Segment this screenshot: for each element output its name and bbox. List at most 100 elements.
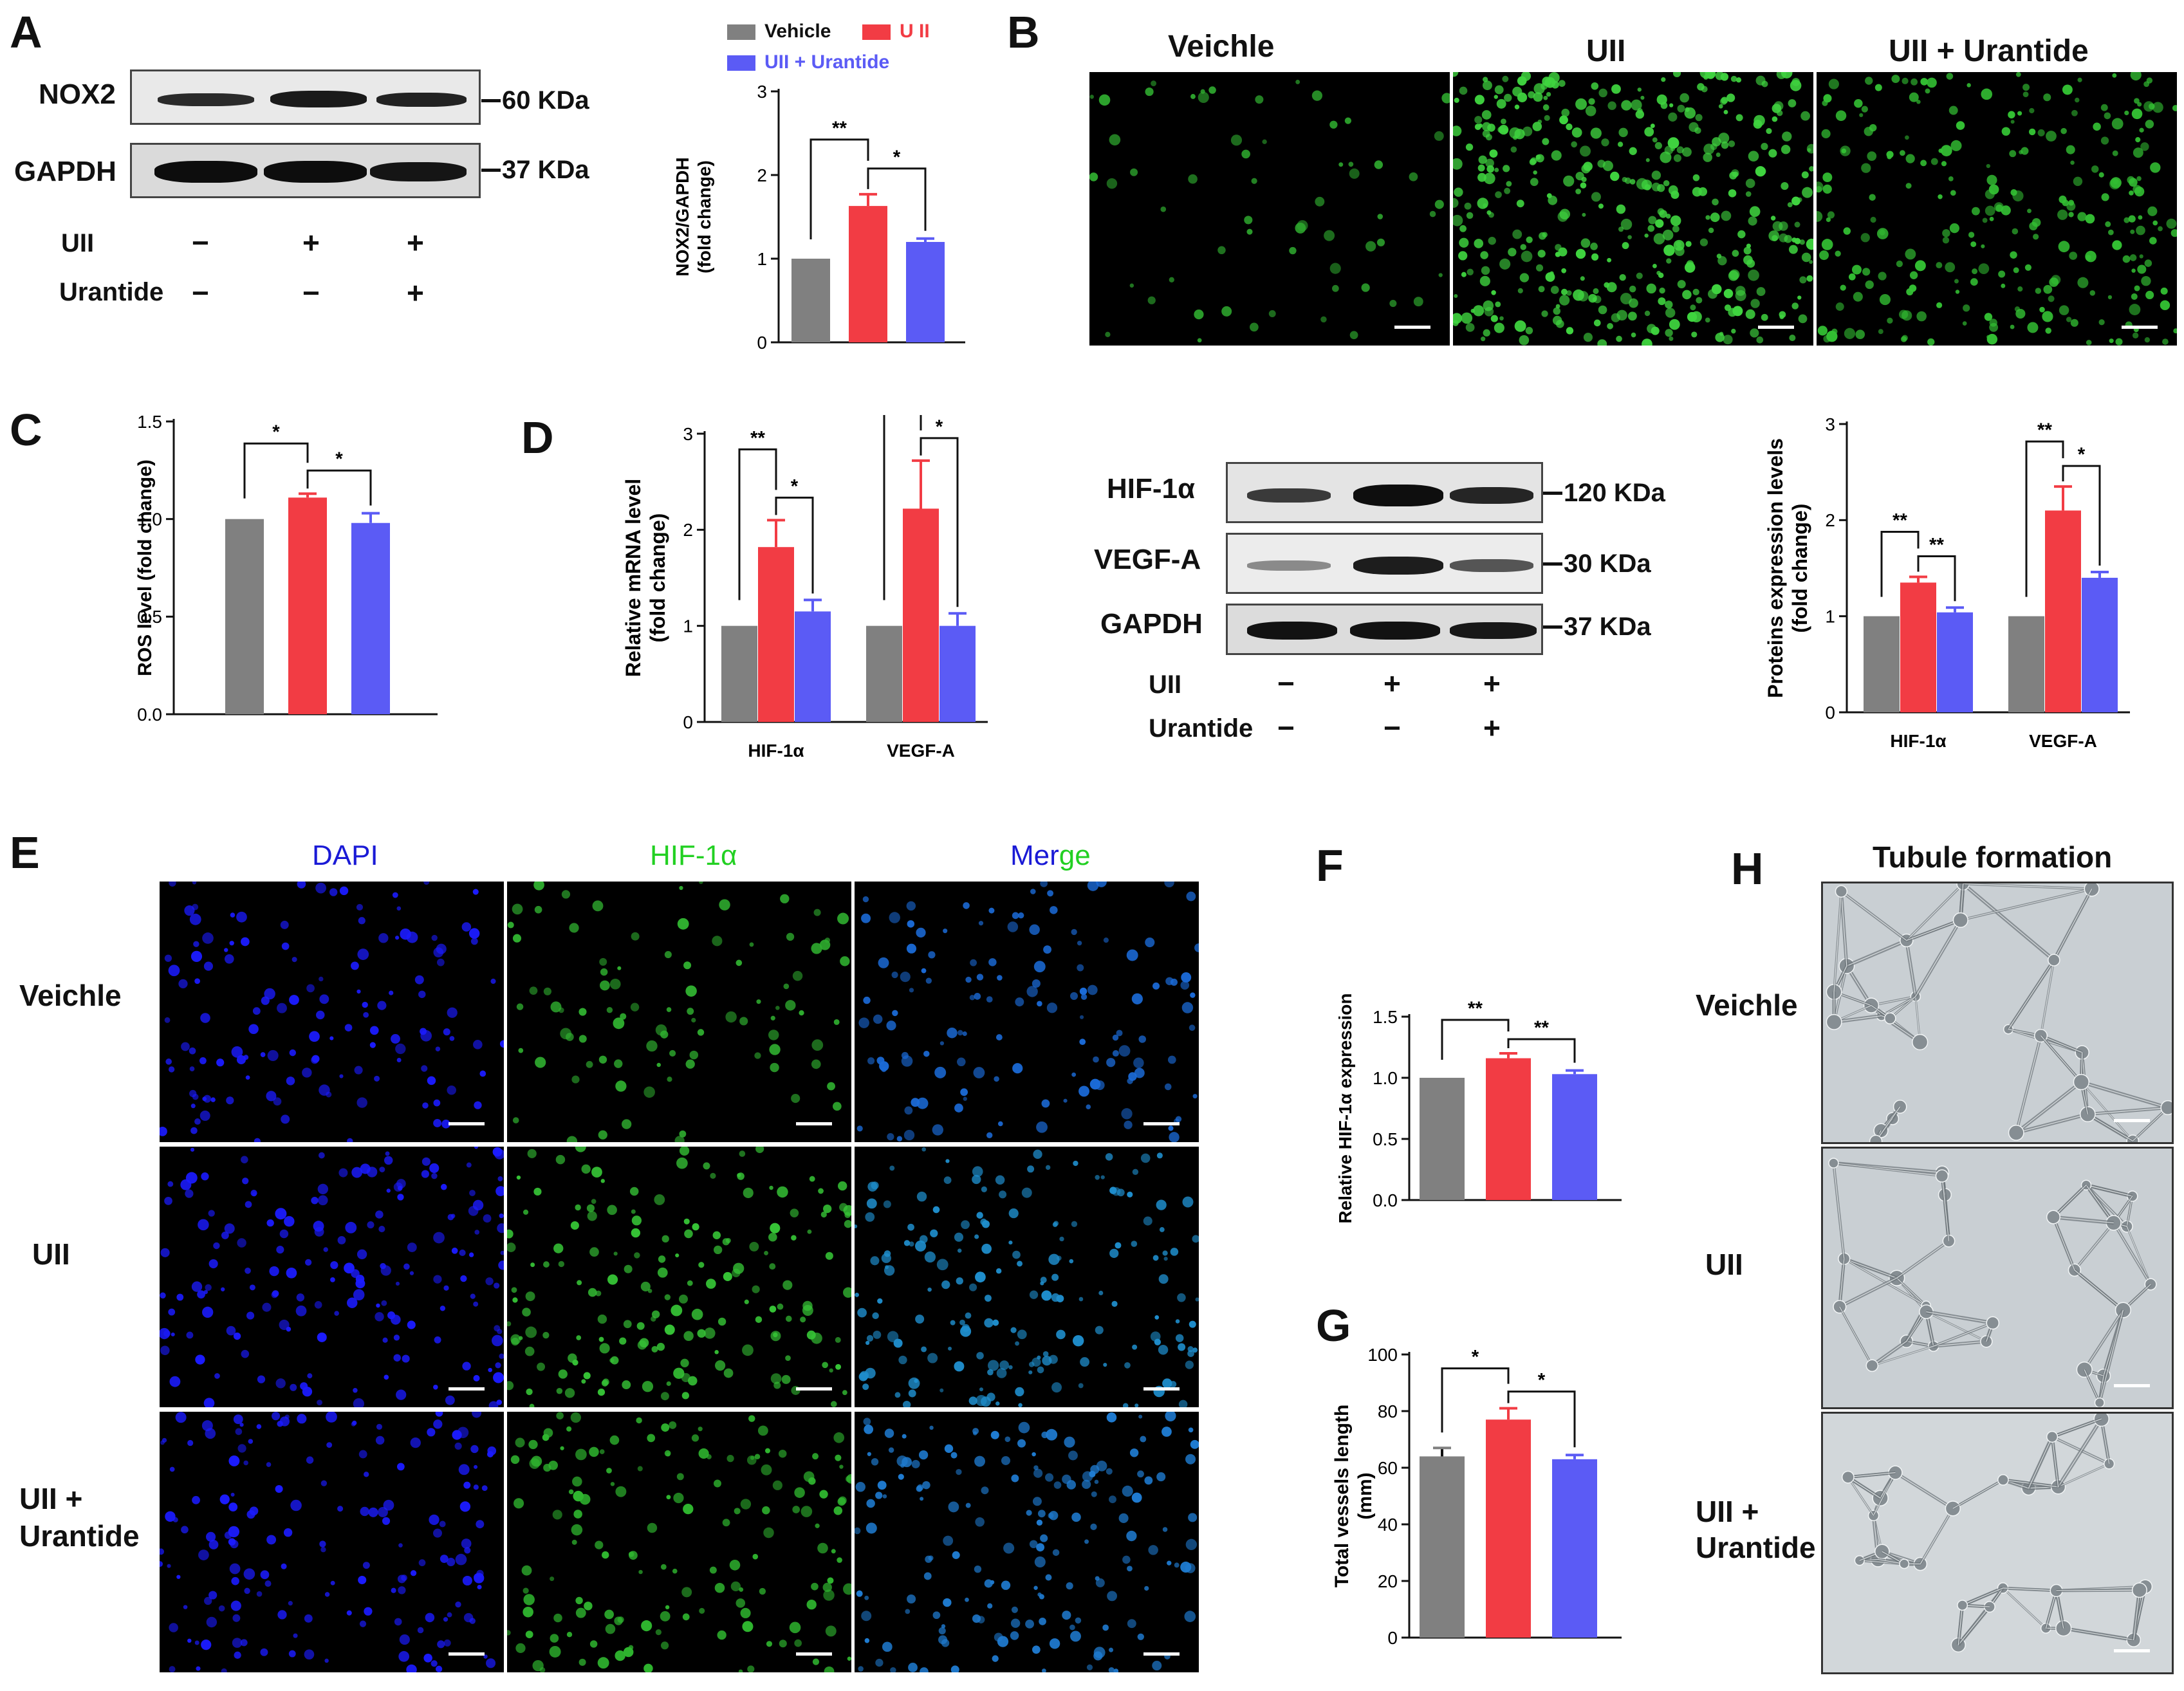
cell xyxy=(1914,260,1926,272)
cell xyxy=(772,1480,782,1490)
cell xyxy=(2140,142,2149,151)
cell xyxy=(403,1263,410,1270)
cell xyxy=(1168,1125,1174,1131)
cell xyxy=(394,1618,402,1626)
cell xyxy=(1721,97,1728,104)
significance-bracket xyxy=(1507,1038,1576,1063)
tubule-node xyxy=(1826,1013,1842,1030)
cell xyxy=(769,1306,777,1313)
column-title-dapi: DAPI xyxy=(312,840,378,871)
cell xyxy=(873,1331,882,1339)
cell xyxy=(316,1010,325,1020)
cell xyxy=(208,1210,215,1217)
cell xyxy=(770,1223,781,1234)
cell xyxy=(871,1458,879,1466)
cell xyxy=(995,1268,1002,1274)
cell xyxy=(1533,92,1543,102)
cell xyxy=(368,1507,378,1517)
cell xyxy=(1137,1470,1144,1478)
cell xyxy=(842,1390,847,1396)
cell xyxy=(1772,104,1782,113)
cell xyxy=(1021,1187,1032,1198)
cell xyxy=(613,1252,618,1256)
cell xyxy=(636,1417,642,1424)
cell xyxy=(1644,310,1651,317)
size-marker-tick xyxy=(1543,625,1562,629)
cell xyxy=(578,1035,587,1043)
cell xyxy=(2015,308,2026,319)
legend-swatch xyxy=(727,55,755,71)
cell xyxy=(1860,233,1870,243)
scale-bar xyxy=(2114,1649,2150,1652)
cell xyxy=(1080,993,1087,1000)
cell xyxy=(1112,1034,1119,1041)
micrograph-cells xyxy=(1453,72,1813,346)
cell xyxy=(160,1292,166,1298)
cell xyxy=(1936,262,1943,269)
cell xyxy=(573,1510,582,1519)
cell xyxy=(1192,1235,1199,1243)
cell xyxy=(920,1667,929,1672)
cell xyxy=(1032,1645,1041,1654)
cell xyxy=(589,1247,599,1257)
cell xyxy=(512,1297,518,1303)
cell xyxy=(815,1523,820,1528)
cell xyxy=(2071,109,2078,116)
y-tick-label: 40 xyxy=(1378,1515,1398,1535)
cell xyxy=(2010,251,2017,259)
cell xyxy=(1077,964,1084,972)
cell xyxy=(1082,1479,1091,1489)
cell xyxy=(1899,150,1905,156)
cell xyxy=(283,1528,293,1537)
cell xyxy=(1809,260,1813,264)
cell xyxy=(477,1584,482,1590)
cell xyxy=(832,1102,842,1111)
cell xyxy=(1465,143,1474,151)
bar xyxy=(2082,577,2118,712)
cell xyxy=(1561,108,1570,117)
cell xyxy=(664,1294,671,1300)
tubule-highlight xyxy=(2008,959,2055,1030)
cell xyxy=(329,1036,334,1040)
cell xyxy=(1027,1165,1035,1173)
cell xyxy=(1040,1281,1044,1286)
cell xyxy=(911,1098,920,1107)
tubule-highlight xyxy=(2081,1082,2169,1109)
if-merge-vehicle xyxy=(855,882,1199,1142)
cell xyxy=(615,1650,625,1661)
cell xyxy=(2046,131,2057,142)
cell xyxy=(160,1440,165,1445)
tubule-highlight xyxy=(2053,1217,2075,1271)
cell xyxy=(1470,308,1475,313)
cell xyxy=(999,1360,1010,1370)
significance-bracket xyxy=(1441,1019,1510,1060)
cell xyxy=(1647,324,1656,333)
cell xyxy=(423,882,430,885)
y-tick-label: 0.0 xyxy=(137,705,162,725)
y-tick-label: 0.5 xyxy=(1373,1129,1398,1149)
cell xyxy=(398,1586,406,1594)
cell xyxy=(297,882,306,889)
cell xyxy=(202,932,214,944)
cell xyxy=(866,1499,875,1508)
cell xyxy=(1169,1132,1180,1142)
cell xyxy=(1093,1056,1099,1063)
cell xyxy=(1164,1083,1172,1091)
cell xyxy=(2109,178,2121,190)
cell xyxy=(1129,283,1134,288)
condition-sign: − xyxy=(1277,711,1295,744)
cell xyxy=(1598,88,1607,98)
cell xyxy=(837,1557,842,1563)
cell xyxy=(2152,220,2158,226)
cell xyxy=(1941,161,1947,167)
cell xyxy=(1010,1631,1019,1640)
cell xyxy=(647,1522,658,1533)
cell xyxy=(1344,117,1352,124)
cell xyxy=(1817,211,1823,222)
cell xyxy=(890,1667,896,1672)
cell xyxy=(529,1403,535,1407)
cell xyxy=(1376,238,1385,246)
cell xyxy=(740,1607,751,1618)
cell xyxy=(838,1181,847,1191)
cell xyxy=(1033,1468,1043,1478)
